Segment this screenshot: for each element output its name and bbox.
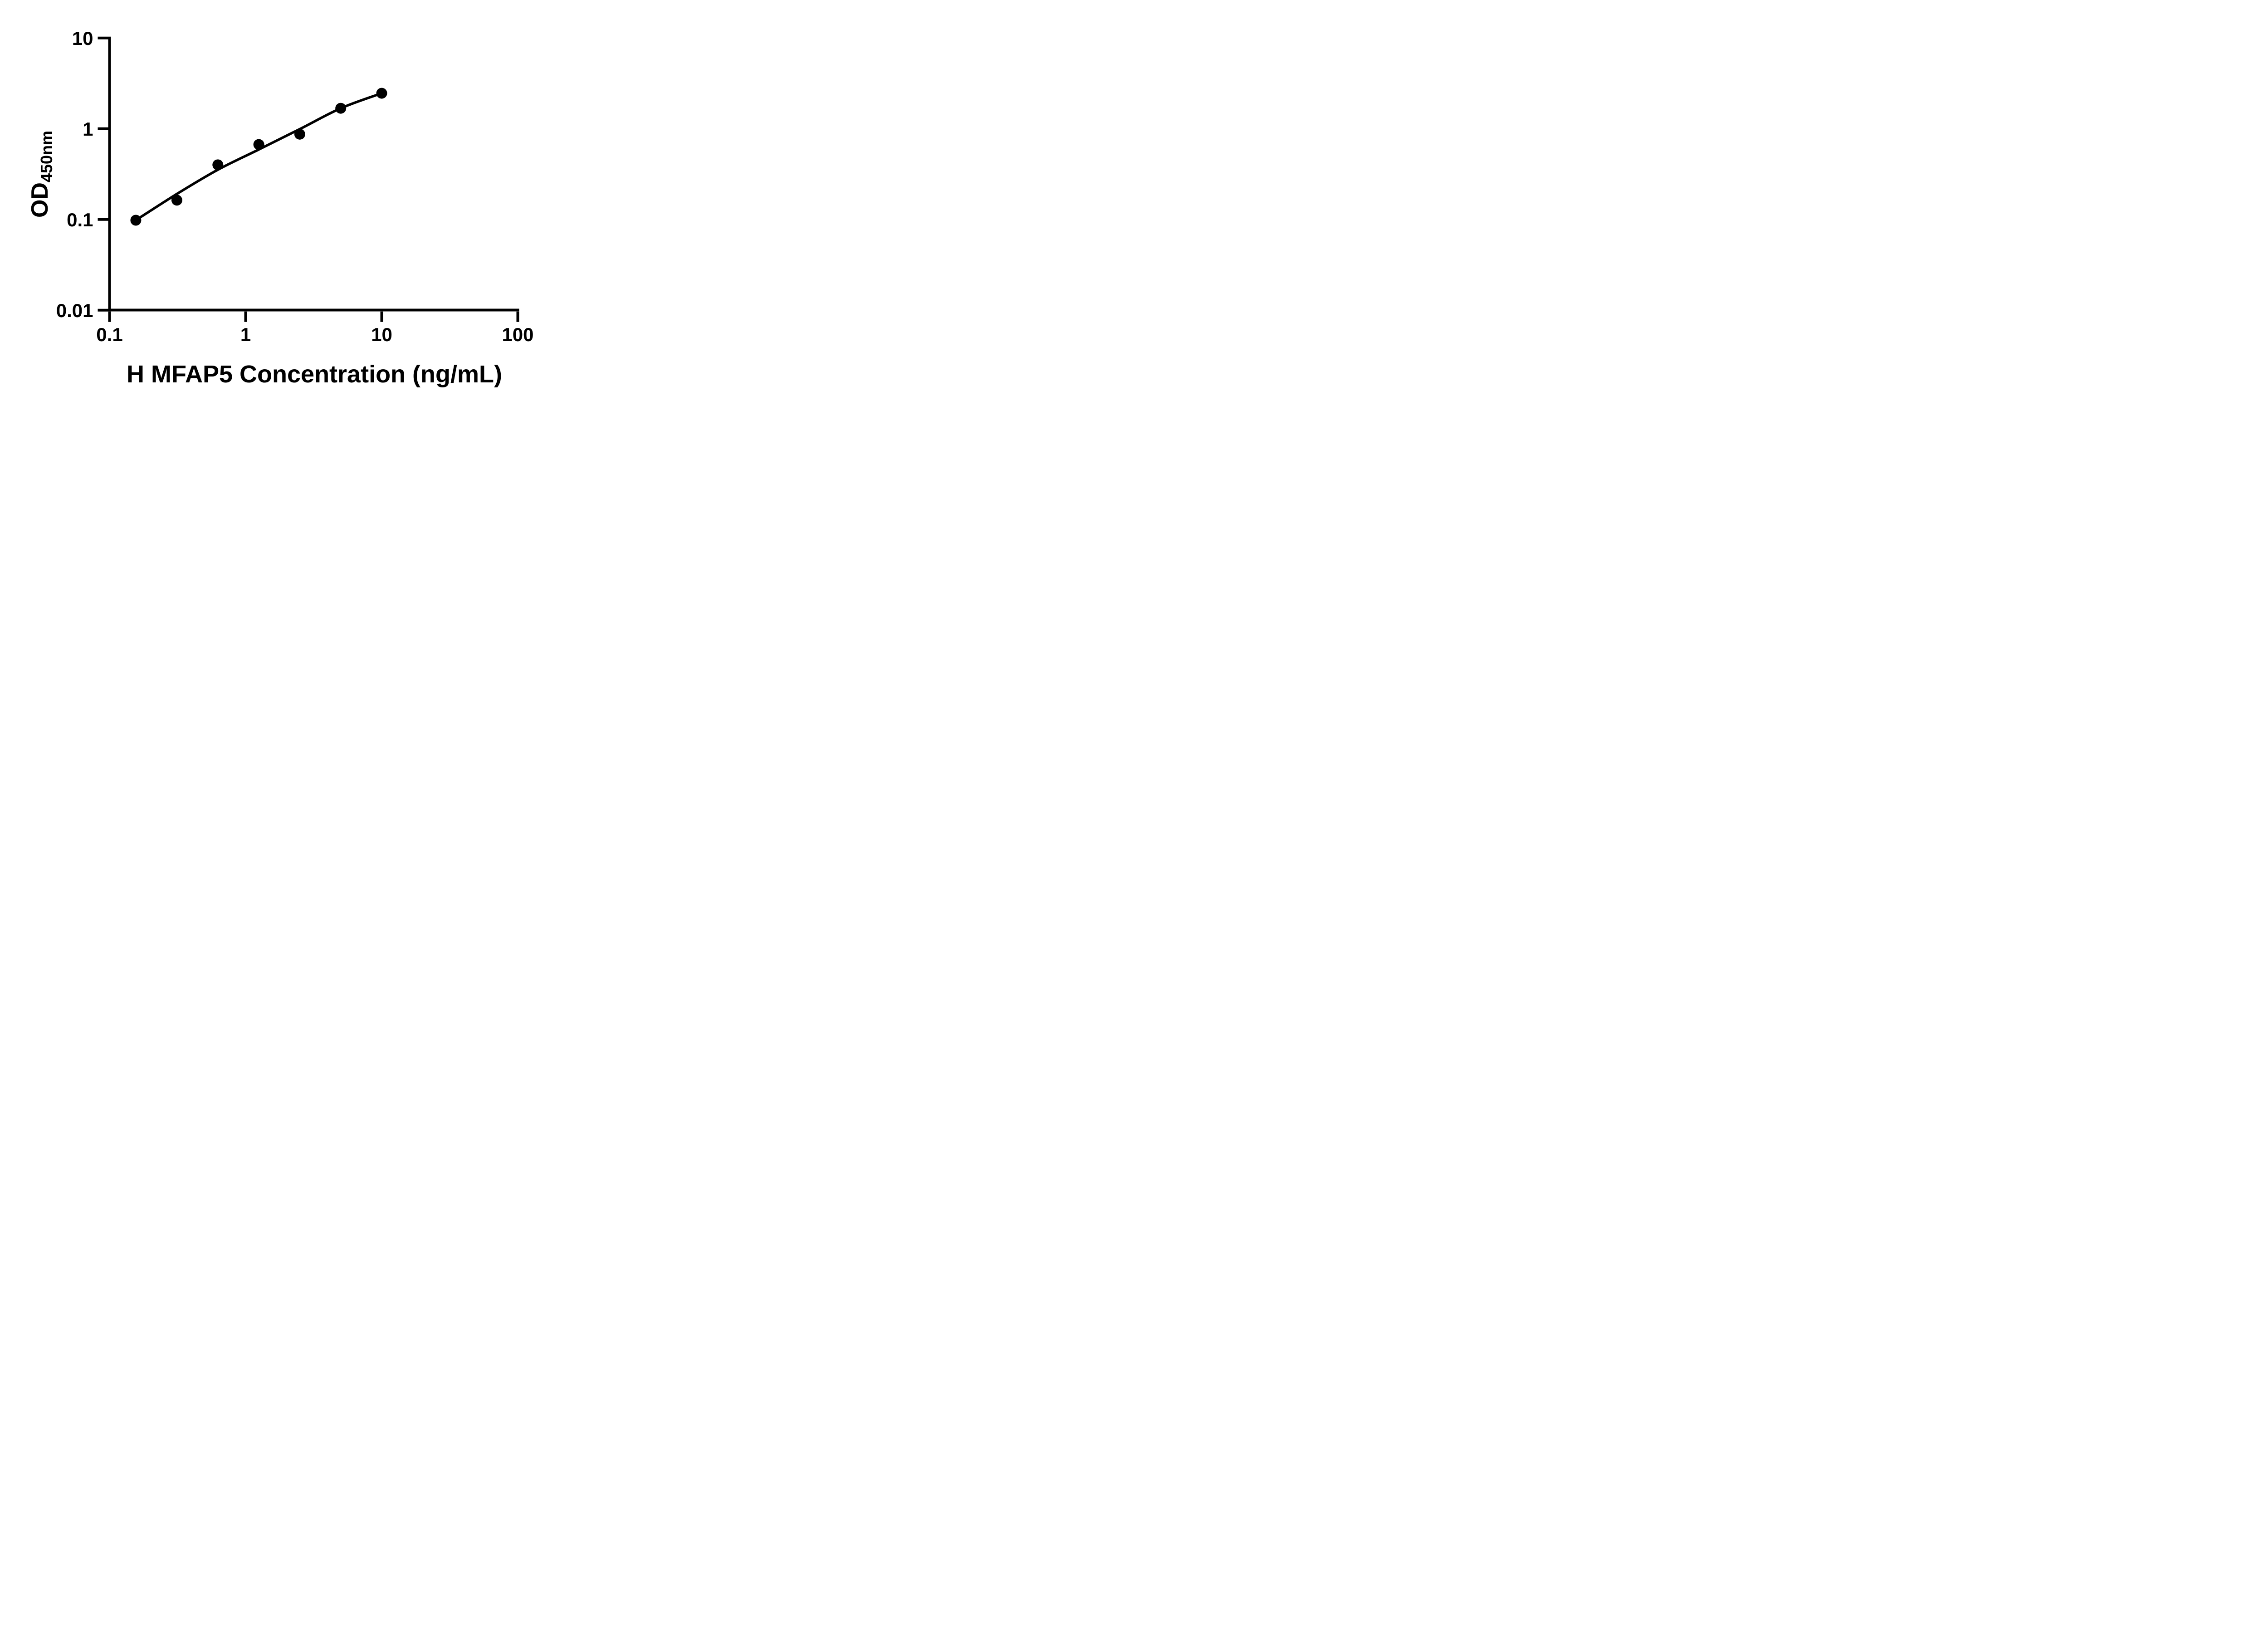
x-tick-label-0.1: 0.1 xyxy=(96,324,122,345)
data-point-10 xyxy=(376,88,387,99)
x-tick-label-10: 10 xyxy=(371,324,392,345)
y-tick-label-10: 10 xyxy=(72,28,93,49)
data-point-0.3125 xyxy=(171,195,182,206)
data-point-0.156 xyxy=(130,215,142,226)
x-tick-label-100: 100 xyxy=(502,324,533,345)
y-axis-title-subscript: 450nm xyxy=(37,130,56,183)
data-point-2.5 xyxy=(294,128,305,140)
elisa-standard-curve-figure: 0.1 1 10 100 10 1 0.1 0.01 H MFAP5 Concentratio… xyxy=(0,0,581,408)
y-tick-label-1: 1 xyxy=(83,118,93,140)
y-tick-label-0.1: 0.1 xyxy=(67,209,93,230)
data-point-1.25 xyxy=(253,139,264,150)
x-axis-title: H MFAP5 Concentration (ng/mL) xyxy=(127,361,502,388)
y-tick-label-0.01: 0.01 xyxy=(56,300,93,321)
x-tick-label-1: 1 xyxy=(240,324,251,345)
data-point-5 xyxy=(335,103,347,114)
y-axis-title: OD450nm xyxy=(26,130,56,218)
data-point-0.625 xyxy=(212,159,224,171)
y-axis-title-main: OD xyxy=(27,182,53,218)
